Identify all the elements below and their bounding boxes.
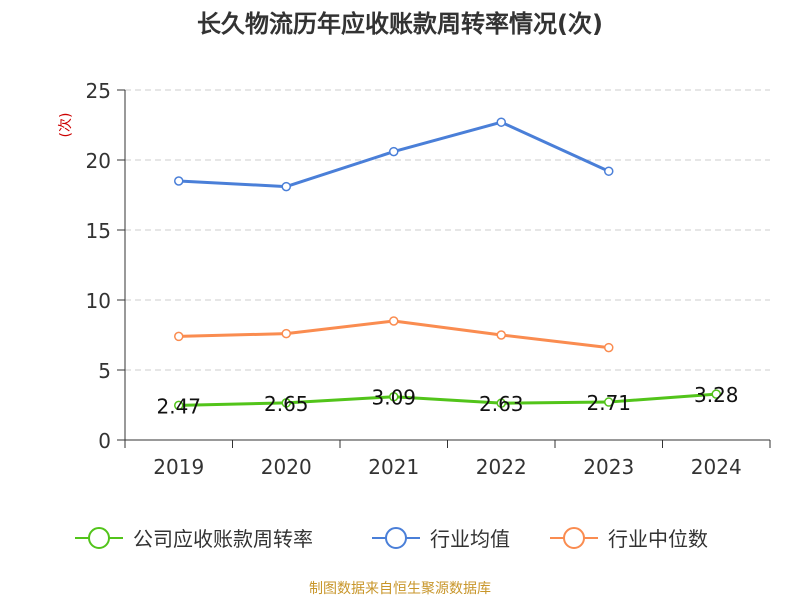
- data-point: [389, 146, 399, 157]
- legend-marker: [563, 527, 585, 549]
- legend-label: 行业均值: [430, 527, 510, 551]
- legend-label: 公司应收账款周转率: [133, 527, 313, 551]
- legend-label: 行业中位数: [608, 527, 708, 551]
- data-label: 3.28: [694, 383, 739, 407]
- legend: 公司应收账款周转率 行业均值 行业中位数: [75, 527, 708, 551]
- y-tick-label: 25: [86, 79, 111, 103]
- axes: 0 5 10 15 20 25 (次) 2019 2020 2021 2022 2023 2024: [58, 79, 771, 479]
- data-point: [174, 331, 184, 342]
- legend-marker: [385, 527, 407, 549]
- y-tick-label: 0: [98, 429, 111, 453]
- y-tick-label: 10: [86, 289, 111, 313]
- data-point: [496, 398, 506, 408]
- x-tick-label: 2022: [476, 455, 527, 479]
- data-point: [389, 316, 399, 326]
- data-point: [281, 328, 291, 339]
- data-label: 2.71: [586, 391, 631, 415]
- series-lines: [174, 117, 721, 411]
- x-tick-label: 2019: [153, 455, 204, 479]
- data-labels: 2.47 2.65 3.09 2.63 2.71 3.28: [156, 383, 738, 418]
- x-tick-label: 2020: [261, 455, 312, 479]
- data-label: 2.65: [264, 392, 309, 416]
- grid-lines: [125, 89, 770, 371]
- y-tick-label: 15: [86, 219, 111, 243]
- chart-title: 长久物流历年应收账款周转率情况(次): [197, 10, 603, 38]
- data-label: 2.63: [479, 392, 524, 416]
- data-point: [281, 181, 291, 192]
- data-label: 3.09: [371, 386, 416, 410]
- data-point: [389, 391, 399, 402]
- data-point: [604, 342, 614, 353]
- y-tick-label: 20: [86, 149, 111, 173]
- data-point: [174, 400, 184, 411]
- y-axis-title: (次): [58, 113, 74, 138]
- data-label: 2.47: [156, 394, 201, 418]
- data-point: [711, 389, 721, 399]
- data-point: [496, 330, 506, 340]
- x-tick-label: 2024: [691, 455, 742, 479]
- series-line: [178, 392, 717, 407]
- data-point: [604, 397, 614, 407]
- source-note: 制图数据来自恒生聚源数据库: [309, 581, 491, 597]
- x-tick-label: 2023: [583, 455, 634, 479]
- x-tick-label: 2021: [368, 455, 419, 479]
- data-point: [174, 176, 184, 186]
- data-point: [496, 117, 506, 127]
- data-point: [281, 398, 291, 408]
- y-tick-label: 5: [98, 359, 111, 383]
- legend-marker: [88, 527, 110, 549]
- data-point: [604, 166, 614, 176]
